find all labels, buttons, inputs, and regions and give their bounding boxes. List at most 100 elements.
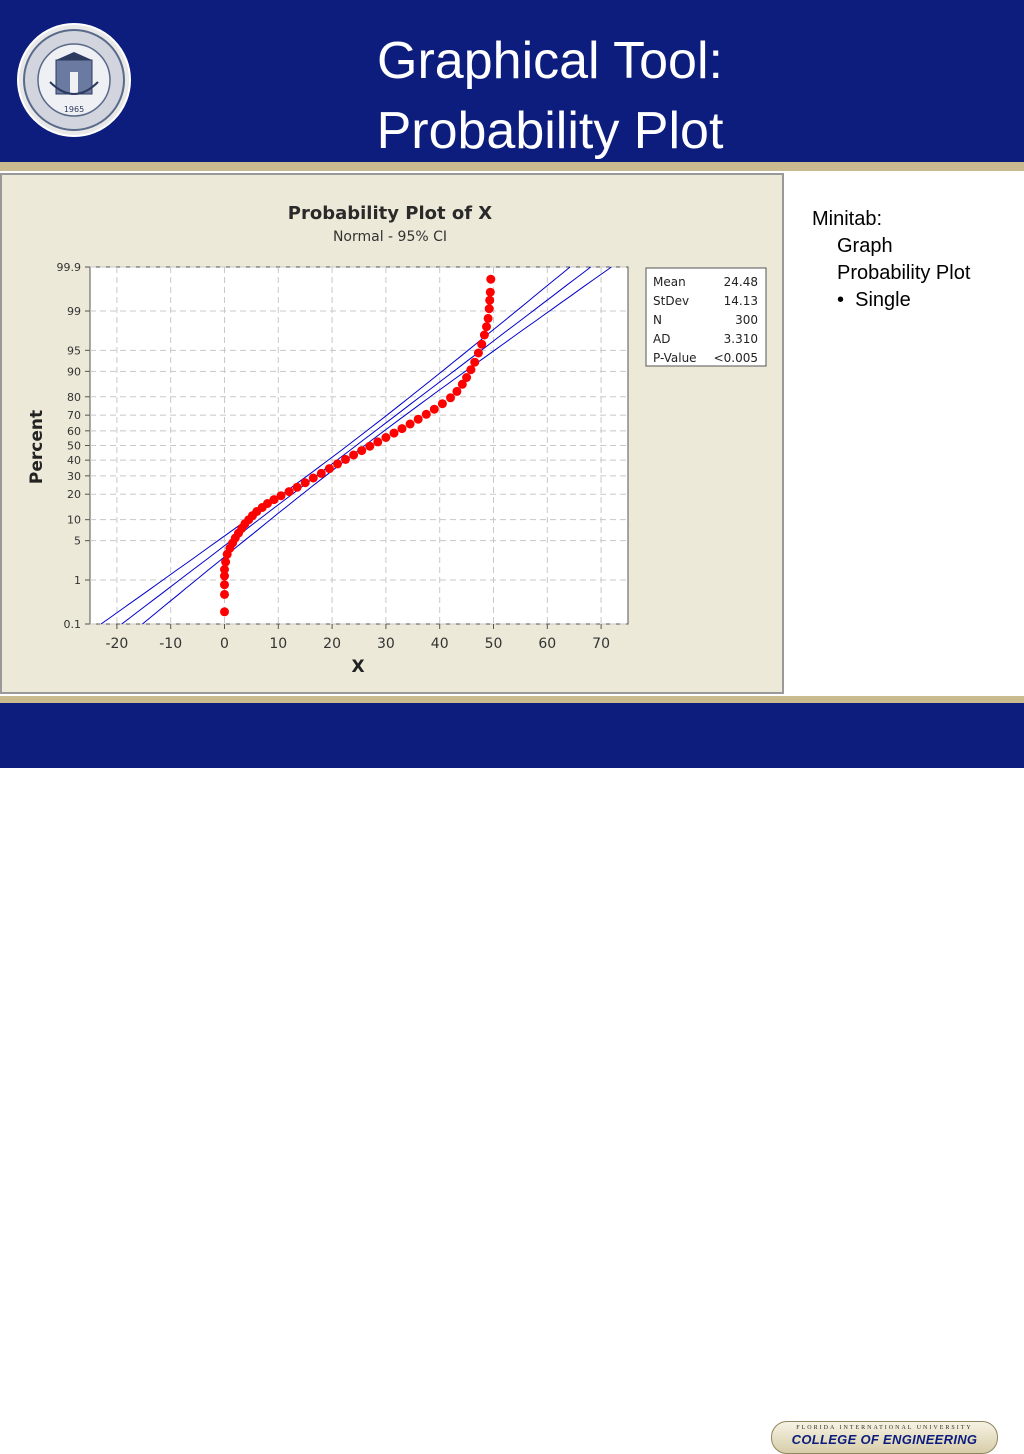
x-tick-label: 50: [485, 636, 503, 652]
footer-stripe: [0, 696, 1024, 703]
data-point: [220, 565, 229, 574]
title-line-1: Graphical Tool:: [377, 32, 723, 90]
title-line-2: Probability Plot: [376, 102, 724, 160]
data-point: [220, 607, 229, 617]
data-point: [437, 399, 447, 409]
data-point: [221, 557, 231, 567]
ci-lower-line: [100, 266, 571, 625]
data-point: [292, 482, 302, 492]
data-point: [220, 589, 229, 599]
chart-title: Probability Plot of X: [288, 203, 493, 224]
data-point: [365, 441, 375, 451]
data-point: [429, 404, 439, 414]
x-tick-label: 40: [431, 636, 449, 652]
legend-value: 3.310: [724, 332, 758, 346]
seal-year: 1965: [64, 105, 84, 114]
data-point: [484, 304, 494, 314]
data-point: [446, 393, 455, 403]
chart-subtitle: Normal - 95% CI: [333, 229, 447, 245]
data-point: [470, 357, 480, 367]
data-point: [276, 491, 286, 501]
legend-label: AD: [653, 332, 670, 346]
y-tick-label: 20: [67, 488, 81, 501]
data-point: [300, 478, 310, 488]
y-tick-label: 30: [67, 470, 81, 483]
x-tick-label: 30: [377, 636, 395, 652]
bullet-icon: •: [837, 289, 845, 311]
data-points: [220, 274, 496, 617]
badge-college: COLLEGE OF ENGINEERING: [791, 1432, 978, 1447]
data-point: [357, 446, 367, 456]
data-point: [452, 386, 462, 396]
fit-lines: [100, 266, 612, 625]
note-graph: Graph: [837, 235, 893, 257]
data-point: [284, 487, 294, 497]
x-tick-label: 60: [538, 636, 556, 652]
y-tick-label: 60: [67, 425, 81, 438]
university-seal-icon: 1965: [17, 23, 131, 137]
data-point: [324, 464, 334, 474]
college-badge: FLORIDA INTERNATIONAL UNIVERSITY COLLEGE…: [771, 1421, 998, 1454]
y-tick-label: 0.1: [64, 618, 82, 631]
data-point: [269, 495, 279, 505]
data-point: [381, 433, 391, 442]
data-point: [349, 450, 359, 460]
x-tick-label: -10: [159, 636, 182, 652]
data-point: [413, 414, 423, 424]
y-tick-label: 70: [67, 409, 81, 422]
legend-value: 14.13: [724, 294, 758, 308]
legend-label: Mean: [653, 275, 686, 289]
data-point: [308, 473, 318, 483]
data-point: [482, 322, 491, 332]
ci-upper-line: [142, 266, 612, 625]
note-probability-plot: Probability Plot: [837, 262, 971, 284]
y-axis-label: Percent: [27, 410, 47, 484]
header-stripe: [0, 162, 1024, 171]
y-tick-label: 99.9: [57, 261, 82, 274]
data-point: [333, 459, 342, 469]
data-point: [477, 339, 487, 349]
chart-figure: Probability Plot of X Normal - 95% CI -2…: [0, 173, 784, 694]
x-tick-label: 20: [323, 636, 341, 652]
legend-label: N: [653, 313, 662, 327]
data-point: [462, 373, 472, 382]
probability-plot: Probability Plot of X Normal - 95% CI -2…: [27, 203, 767, 677]
legend-value: <0.005: [714, 351, 758, 365]
slide-title: Graphical Tool: Probability Plot: [300, 26, 800, 166]
data-point: [397, 424, 407, 434]
data-point: [486, 274, 496, 284]
x-tick-label: 10: [269, 636, 287, 652]
data-point: [483, 313, 493, 323]
fit-line: [121, 266, 592, 625]
axis-ticks: -20 -10 0 10 20 30 40 50 60 700.11510203040506070…: [57, 261, 611, 652]
data-point: [373, 437, 383, 447]
data-point: [485, 287, 495, 297]
legend-label: P-Value: [653, 351, 697, 365]
data-point: [405, 419, 415, 429]
y-tick-label: 95: [67, 344, 81, 357]
note-single-item: • Single: [812, 287, 970, 314]
note-single: Single: [855, 289, 911, 311]
y-tick-label: 80: [67, 391, 81, 404]
data-point: [479, 330, 489, 340]
y-tick-label: 40: [67, 454, 81, 467]
y-tick-label: 50: [67, 440, 81, 453]
x-tick-label: 0: [220, 636, 229, 652]
data-point: [421, 409, 431, 419]
badge-university: FLORIDA INTERNATIONAL UNIVERSITY: [796, 1425, 973, 1431]
plot-area: [89, 266, 629, 625]
x-axis-label: X: [351, 657, 364, 677]
side-notes: Minitab: Graph Probability Plot • Single: [812, 206, 970, 314]
data-point: [220, 571, 229, 581]
legend-value: 24.48: [724, 275, 758, 289]
x-tick-label: -20: [105, 636, 128, 652]
data-point: [263, 499, 272, 508]
legend-box: Mean 24.48 StDev 14.13 N 300 AD 3.310 P-Value <0.…: [645, 267, 767, 367]
data-point: [316, 468, 326, 478]
y-tick-label: 90: [67, 365, 81, 378]
data-point: [466, 365, 476, 375]
note-minitab: Minitab:: [812, 208, 883, 230]
data-point: [457, 379, 467, 389]
data-point: [389, 428, 399, 438]
legend-value: 300: [735, 313, 758, 327]
